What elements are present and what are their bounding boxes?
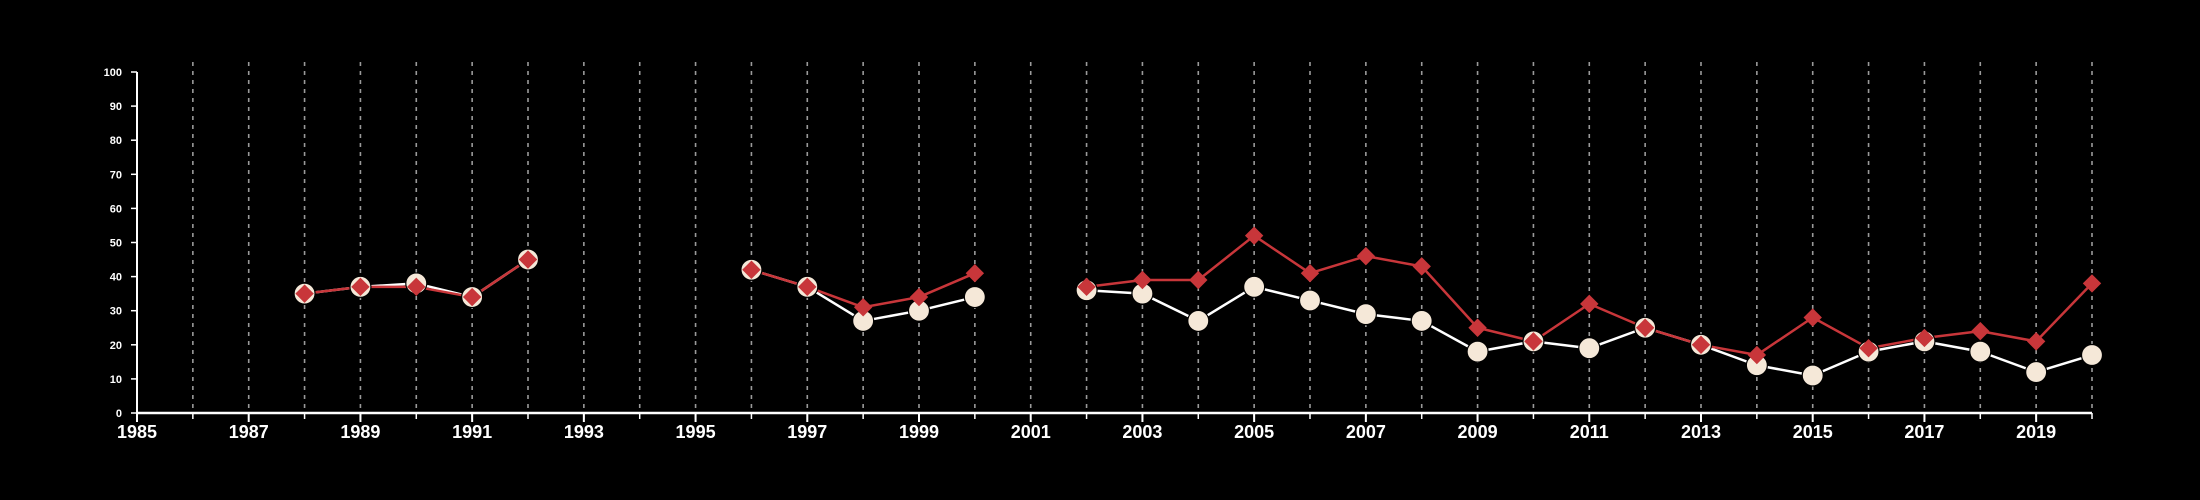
- series-2-point-2016: [1859, 339, 1878, 358]
- series-2-point-2007: [1356, 246, 1376, 266]
- series-1-point-2011: [1578, 337, 1601, 360]
- series-1-point-2004: [1187, 309, 1210, 333]
- series-2-point-1989: [351, 277, 370, 297]
- x-tick-label-1985: 1985: [117, 422, 157, 442]
- series-2-point-1999: [909, 287, 929, 307]
- x-tick-label-1991: 1991: [452, 422, 492, 442]
- series-1-point-2020: [2080, 343, 2104, 367]
- y-tick-label-60: 60: [110, 203, 122, 215]
- series-2-point-2003: [1133, 270, 1152, 290]
- series-markers: [293, 226, 2104, 387]
- x-tick-label-2011: 2011: [1570, 422, 1609, 442]
- x-tick-label-2007: 2007: [1346, 422, 1386, 442]
- series-1-point-2008: [1410, 309, 1433, 333]
- series-2-point-2015: [1803, 308, 1822, 327]
- axes: [131, 71, 2093, 422]
- series-2-point-2005: [1244, 226, 1264, 245]
- series-2-point-2012: [1635, 318, 1655, 337]
- x-tick-label-1995: 1995: [676, 422, 716, 442]
- y-tick-label-50: 50: [110, 238, 122, 250]
- x-tick-label-2013: 2013: [1681, 422, 1721, 442]
- series-2-point-2009: [1468, 318, 1487, 337]
- series-2-point-1990: [407, 277, 426, 297]
- series-1-point-2015: [1801, 364, 1824, 387]
- y-tick-label-40: 40: [110, 272, 122, 284]
- series-1-point-2006: [1298, 289, 1322, 312]
- y-tick-label-0: 0: [116, 408, 122, 420]
- series-1-point-2007: [1354, 303, 1377, 326]
- x-tick-label-2017: 2017: [1904, 422, 1944, 442]
- series-2-point-1988: [295, 284, 314, 303]
- y-tick-label-80: 80: [110, 135, 122, 147]
- y-tick-label-70: 70: [110, 169, 122, 181]
- series-2-point-2004: [1189, 270, 1208, 290]
- y-tick-label-90: 90: [110, 101, 122, 113]
- series-2-point-1997: [798, 277, 817, 297]
- series-2-point-1991: [462, 287, 482, 307]
- x-tick-label-1993: 1993: [564, 422, 604, 442]
- series-2-point-1998: [853, 298, 873, 317]
- series-1-point-2009: [1466, 340, 1489, 363]
- series-2-point-1996: [742, 260, 761, 279]
- series-1-point-2005: [1243, 275, 1266, 298]
- y-tick-label-100: 100: [104, 67, 122, 79]
- y-tick-label-20: 20: [110, 340, 122, 352]
- series-2-point-2013: [1691, 335, 1711, 355]
- tick-labels: 0 10 20 30 40 50 60 70 80 90 100 1985 1987 1989 1991 19…: [104, 67, 2057, 442]
- series-2-point-2010: [1524, 332, 1543, 351]
- series-2-point-2006: [1300, 263, 1320, 283]
- series-2-point-2008: [1412, 257, 1431, 276]
- series-2-point-2018: [1971, 321, 1990, 341]
- y-tick-label-30: 30: [110, 306, 122, 318]
- x-tick-label-2005: 2005: [1234, 422, 1274, 442]
- series-1-point-2000: [963, 285, 986, 309]
- x-tick-label-1997: 1997: [787, 422, 827, 442]
- x-tick-label-1989: 1989: [340, 422, 380, 442]
- series-1-point-2019: [2025, 360, 2048, 384]
- grid-lines: [192, 62, 2093, 413]
- series-2-point-1992: [518, 250, 538, 269]
- series-2-point-2017: [1915, 328, 1934, 348]
- series-2-point-2019: [2026, 332, 2046, 351]
- x-tick-label-1987: 1987: [229, 422, 269, 442]
- series-2-point-2000: [965, 263, 985, 283]
- series-2-point-2014: [1747, 345, 1767, 365]
- series-2-point-2011: [1580, 294, 1599, 314]
- x-tick-label-2003: 2003: [1122, 422, 1162, 442]
- series-2-point-2002: [1077, 277, 1096, 297]
- x-tick-label-2015: 2015: [1793, 422, 1833, 442]
- x-tick-label-2001: 2001: [1011, 422, 1051, 442]
- series-2-point-2020: [2082, 274, 2102, 293]
- series-1-point-2018: [1969, 340, 1992, 363]
- x-tick-label-2009: 2009: [1458, 422, 1498, 442]
- x-tick-label-1999: 1999: [899, 422, 939, 442]
- x-tick-label-2019: 2019: [2016, 422, 2056, 442]
- y-tick-label-10: 10: [110, 374, 122, 386]
